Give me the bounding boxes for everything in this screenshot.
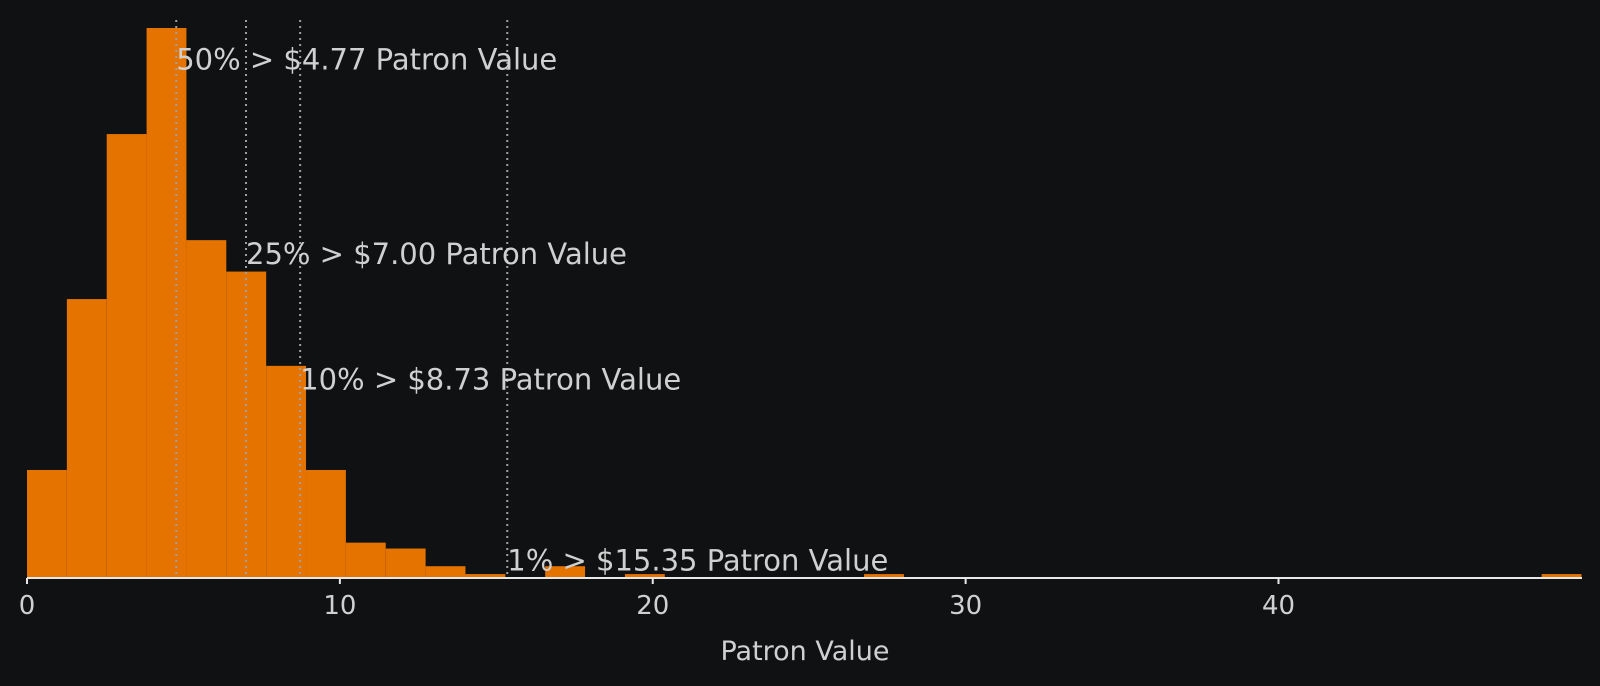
histogram-bar-5 (226, 271, 267, 578)
histogram-bars (27, 28, 1582, 579)
histogram-bar-13 (545, 566, 586, 578)
x-axis: 0 10 20 30 40 (19, 577, 1582, 621)
histogram-bar-9 (385, 548, 426, 578)
histogram-bar-2 (106, 134, 147, 579)
histogram-bar-11 (465, 574, 506, 578)
histogram-bar-8 (345, 542, 386, 578)
percentile-annotation-2: 10% > $8.73 Patron Value (300, 363, 681, 397)
histogram-bar-17 (1541, 574, 1582, 578)
histogram-bar-15 (624, 574, 665, 578)
histogram-bar-3 (146, 28, 187, 578)
histogram-bar-0 (27, 469, 67, 578)
x-tick-label-4: 40 (1262, 591, 1295, 621)
percentile-annotations: 50% > $4.77 Patron Value 25% > $7.00 Patr… (176, 42, 888, 577)
histogram-bar-16 (864, 574, 904, 578)
x-tick-label-2: 20 (636, 591, 669, 621)
percentile-annotation-3: 1% > $15.35 Patron Value (507, 543, 888, 577)
x-tick-label-1: 10 (323, 591, 356, 621)
percentile-annotation-1: 25% > $7.00 Patron Value (246, 237, 627, 271)
histogram-bar-1 (66, 299, 107, 578)
histogram-bar-7 (306, 469, 346, 578)
x-tick-label-3: 30 (949, 591, 982, 621)
percentile-annotation-0: 50% > $4.77 Patron Value (176, 42, 557, 76)
x-tick-label-0: 0 (19, 591, 36, 621)
histogram-bar-4 (186, 240, 227, 578)
histogram-bar-10 (425, 566, 466, 578)
x-axis-label: Patron Value (720, 636, 889, 667)
